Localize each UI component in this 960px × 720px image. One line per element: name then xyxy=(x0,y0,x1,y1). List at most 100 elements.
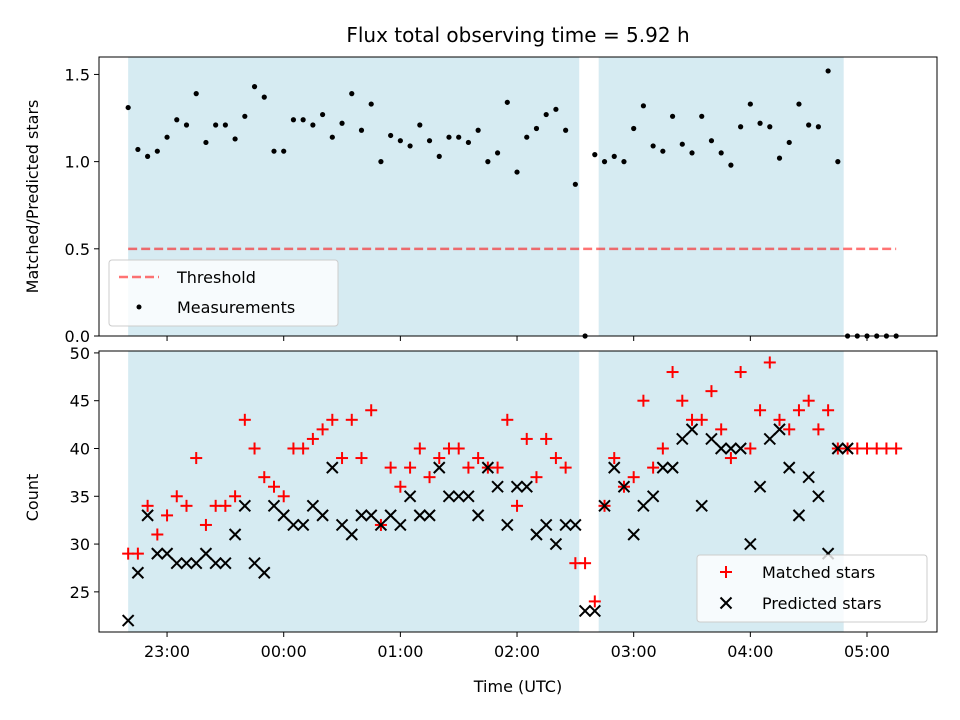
matched-star-point xyxy=(199,518,212,531)
matched-star-point xyxy=(627,471,640,484)
predicted-star-point xyxy=(121,614,135,627)
chart-title: Flux total observing time = 5.92 h xyxy=(346,23,689,47)
observing-band xyxy=(128,351,580,632)
matched-star-point xyxy=(647,461,660,474)
predicted-star-point xyxy=(160,547,174,560)
matched-star-point xyxy=(190,452,203,465)
measurement-point xyxy=(708,138,715,144)
predicted-star-point xyxy=(238,499,252,513)
matched-star-point xyxy=(161,509,174,522)
predicted-star-point xyxy=(433,461,446,474)
matched-star-point xyxy=(588,595,601,608)
measurement-point xyxy=(718,150,724,156)
legend-measurement-swatch xyxy=(136,304,142,310)
matched-star-point xyxy=(141,499,154,512)
marker-stroke xyxy=(724,442,738,455)
predicted-star-point xyxy=(617,480,631,493)
matched-star-point xyxy=(345,413,358,426)
marker-stroke xyxy=(374,518,388,532)
measurement-point xyxy=(378,159,384,165)
predicted-star-point xyxy=(151,547,164,560)
measurement-point xyxy=(397,138,403,144)
marker-stroke xyxy=(705,432,718,446)
y-tick-label: 35 xyxy=(70,487,90,506)
y-tick-label: 30 xyxy=(70,535,90,554)
measurement-point xyxy=(669,113,676,119)
matched-star-point xyxy=(724,452,737,465)
marker-stroke xyxy=(471,509,485,522)
observing-band xyxy=(598,57,844,336)
measurement-point xyxy=(806,122,812,128)
measurement-point xyxy=(349,91,355,97)
predicted-star-point xyxy=(773,423,786,436)
marker-stroke xyxy=(219,556,232,570)
predicted-star-point xyxy=(792,509,806,522)
matched-star-point xyxy=(734,366,747,379)
measurement-point xyxy=(689,150,695,156)
predicted-star-point xyxy=(734,442,747,455)
measurement-point xyxy=(183,122,190,128)
marker-stroke xyxy=(306,499,320,513)
ratio-panel: 0.0 0.5 1.0 1.5 Matched/Predicted stars Thr… xyxy=(23,56,938,346)
matched-star-point xyxy=(267,480,280,493)
marker-stroke xyxy=(559,518,572,532)
matched-star-point xyxy=(452,442,465,455)
predicted-star-point xyxy=(170,556,183,570)
measurement-point xyxy=(524,134,530,140)
predicted-star-point xyxy=(471,509,485,522)
matched-star-point xyxy=(180,499,193,512)
predicted-star-point xyxy=(695,499,708,513)
measurement-point xyxy=(786,139,792,146)
measurement-point xyxy=(261,94,267,100)
y-axis-label: Matched/Predicted stars xyxy=(23,100,42,294)
predicted-star-point xyxy=(413,509,427,522)
marker-stroke xyxy=(773,423,786,436)
measurement-point xyxy=(563,127,569,133)
legend-label-measurements: Measurements xyxy=(177,298,295,317)
marker-stroke xyxy=(364,509,378,522)
matched-star-point xyxy=(511,499,524,512)
plot-frame xyxy=(98,350,938,633)
measurement-point xyxy=(494,150,501,156)
measurement-point xyxy=(222,122,228,128)
measurement-point xyxy=(572,181,578,187)
measurement-point xyxy=(757,120,763,126)
measurement-point xyxy=(125,104,131,111)
predicted-star-point xyxy=(364,509,378,522)
x-axis-label: Time (UTC) xyxy=(473,677,562,696)
matched-star-point xyxy=(423,471,436,484)
matched-star-point xyxy=(890,442,903,455)
matched-star-point xyxy=(540,432,553,445)
legend: Threshold Measurements xyxy=(108,259,339,327)
measurement-point xyxy=(767,124,773,130)
marker-stroke xyxy=(258,566,271,579)
predicted-star-point xyxy=(384,509,397,522)
marker-stroke xyxy=(326,461,339,474)
marker-stroke xyxy=(413,509,427,522)
marker-stroke xyxy=(549,537,563,551)
measurement-point xyxy=(310,122,316,128)
measurement-point xyxy=(825,68,831,74)
predicted-star-point xyxy=(180,556,193,570)
legend: Matched stars Predicted stars xyxy=(696,554,928,623)
matched-star-point xyxy=(812,423,825,436)
marker-stroke xyxy=(170,556,183,570)
predicted-star-point xyxy=(588,604,602,618)
predicted-star-point xyxy=(335,518,349,532)
predicted-star-point xyxy=(705,432,718,446)
marker-stroke xyxy=(160,547,174,560)
predicted-star-point xyxy=(267,499,281,513)
measurement-point xyxy=(475,127,481,133)
measurement-point xyxy=(154,148,160,154)
measurement-point xyxy=(465,139,472,146)
matched-star-point xyxy=(355,452,368,465)
measurement-point xyxy=(504,99,510,105)
measurement-point xyxy=(232,136,238,142)
y-tick-label: 50 xyxy=(70,344,90,363)
marker-stroke xyxy=(501,518,514,532)
y-tick-label: 0.0 xyxy=(65,327,90,346)
legend-plus-marker xyxy=(720,566,732,578)
predicted-star-point xyxy=(306,499,320,513)
measurement-point xyxy=(640,103,647,109)
x-tick-label: 05:00 xyxy=(844,642,890,661)
